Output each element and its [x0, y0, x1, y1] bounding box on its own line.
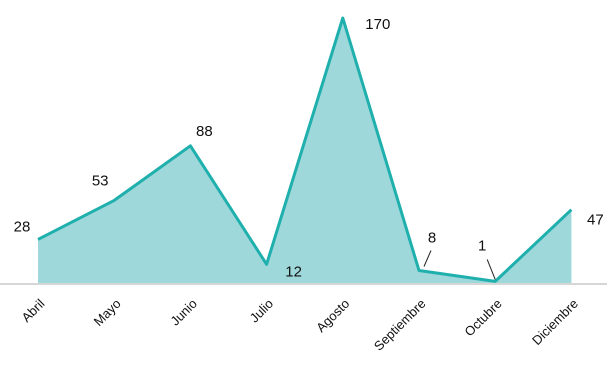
x-tick-label-diciembre: Diciembre	[529, 296, 581, 348]
x-tick-label-septiembre: Septiembre	[371, 296, 429, 354]
data-label-septiembre: 8	[428, 229, 436, 246]
x-tick-label-mayo: Mayo	[91, 296, 124, 329]
x-tick-label-octubre: Octubre	[461, 296, 504, 339]
area-fill	[38, 18, 572, 283]
data-labels: 28 53 88 12 170 8 1 47	[14, 16, 604, 280]
x-tick-label-agosto: Agosto	[313, 296, 352, 335]
x-tick-label-julio: Julio	[247, 296, 277, 326]
leader-line-octubre	[486, 259, 496, 280]
x-tick-label-abril: Abril	[19, 296, 48, 325]
data-label-octubre: 1	[478, 237, 486, 254]
data-label-mayo: 53	[92, 172, 109, 189]
data-label-julio: 12	[285, 263, 302, 280]
leader-line-septiembre	[423, 250, 432, 267]
data-label-abril: 28	[14, 218, 31, 235]
data-label-junio: 88	[196, 123, 213, 140]
series-line	[37, 16, 573, 283]
x-tick-label-junio: Junio	[167, 296, 200, 329]
data-label-diciembre: 47	[587, 212, 604, 229]
data-label-leaders	[423, 250, 496, 280]
data-label-agosto: 170	[365, 16, 390, 33]
x-tick-labels: Abril Mayo Junio Julio Agosto Septiembre Octub…	[19, 296, 581, 354]
